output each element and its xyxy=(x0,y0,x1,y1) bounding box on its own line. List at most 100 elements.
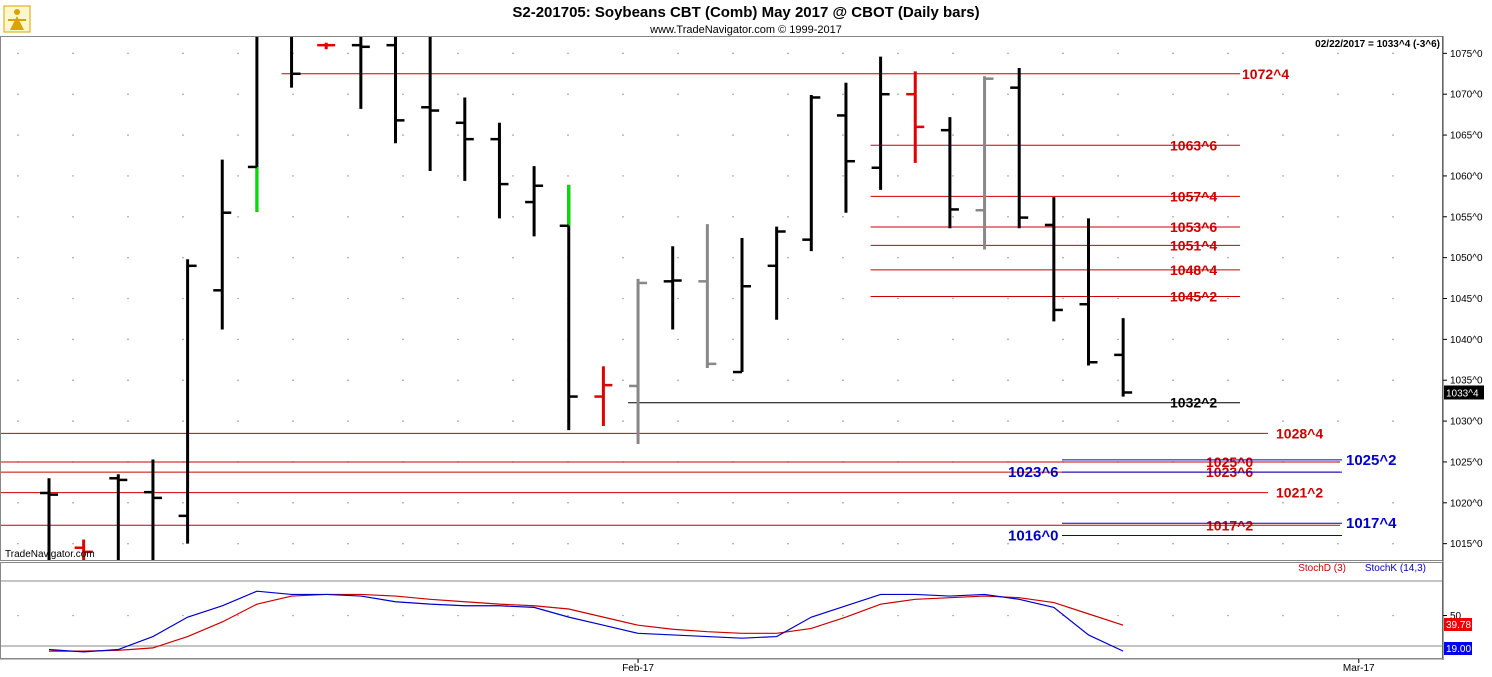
grid-dot xyxy=(1117,420,1119,422)
grid-dot xyxy=(127,420,129,422)
grid-dot xyxy=(17,134,19,136)
grid-dot xyxy=(732,614,734,617)
grid-dot xyxy=(17,175,19,177)
grid-dot xyxy=(1117,501,1119,504)
grid-dot xyxy=(237,215,239,218)
grid-dot xyxy=(1337,215,1339,218)
grid-dot xyxy=(457,614,459,617)
grid-dot xyxy=(787,52,789,55)
grid-dot xyxy=(127,134,129,136)
grid-dot xyxy=(677,297,679,300)
grid-dot xyxy=(897,614,899,617)
grid-dot xyxy=(1227,420,1229,422)
y-tick-label: 1055^0 xyxy=(1450,212,1483,223)
level-label: 1028^4 xyxy=(1276,425,1323,441)
level-label: 1053^6 xyxy=(1170,219,1217,235)
grid-dot xyxy=(292,614,294,617)
grid-dot xyxy=(127,501,129,504)
grid-dot xyxy=(1062,501,1064,504)
grid-dot xyxy=(897,379,899,382)
grid-dot xyxy=(182,338,184,341)
quote-readout: 02/22/2017 = 1033^4 (-3^6) xyxy=(1315,39,1440,50)
level-label: 1017^4 xyxy=(1346,515,1397,532)
grid-dot xyxy=(72,379,74,382)
y-tick-label: 1050^0 xyxy=(1450,253,1483,264)
grid-dot xyxy=(787,134,789,136)
grid-dot xyxy=(732,542,734,545)
grid-dot xyxy=(1282,134,1284,136)
grid-dot xyxy=(457,542,459,545)
ohlc-bar xyxy=(802,95,821,252)
grid-dot xyxy=(787,542,789,545)
grid-dot xyxy=(567,134,569,136)
y-tick-label: 1040^0 xyxy=(1450,335,1483,346)
grid-dot xyxy=(347,256,349,259)
series-stochk-line xyxy=(48,590,1124,653)
grid-dot xyxy=(347,338,349,341)
grid-dot xyxy=(787,501,789,504)
grid-dot xyxy=(1392,614,1394,617)
grid-dot xyxy=(567,52,569,55)
grid-dot xyxy=(897,52,899,55)
grid-dot xyxy=(237,614,239,617)
grid-dot xyxy=(1282,542,1284,545)
grid-dot xyxy=(1392,420,1394,422)
grid-dot xyxy=(952,338,954,341)
grid-dot xyxy=(1007,134,1009,136)
grid-dot xyxy=(1007,501,1009,504)
level-label: 1048^4 xyxy=(1170,262,1217,278)
grid-dot xyxy=(787,297,789,300)
grid-dot xyxy=(787,614,789,617)
grid-dot xyxy=(1172,256,1174,259)
grid-dot xyxy=(17,256,19,259)
y-tick-label: 1025^0 xyxy=(1450,457,1483,468)
grid-dot xyxy=(182,614,184,617)
grid-dot xyxy=(127,614,129,617)
grid-dot xyxy=(622,297,624,300)
grid-dot xyxy=(1227,134,1229,136)
grid-dot xyxy=(732,338,734,341)
grid-dot xyxy=(1227,256,1229,259)
grid-dot xyxy=(1172,338,1174,341)
grid-dot xyxy=(952,297,954,300)
grid-dot xyxy=(952,52,954,55)
grid-dot xyxy=(622,338,624,341)
ohlc-bar xyxy=(1114,318,1133,397)
grid-dot xyxy=(347,379,349,382)
grid-dot xyxy=(732,175,734,177)
watermark-text: TradeNavigator.com xyxy=(5,549,95,560)
grid-dot xyxy=(72,52,74,55)
price-panel-frame xyxy=(0,36,1443,561)
grid-dot xyxy=(402,256,404,259)
grid-dot xyxy=(732,52,734,55)
ohlc-bar xyxy=(74,539,93,560)
level-label: 1017^2 xyxy=(1206,517,1253,533)
grid-dot xyxy=(1337,420,1339,422)
grid-dot xyxy=(347,215,349,218)
grid-dot xyxy=(1007,93,1009,96)
grid-dot xyxy=(622,501,624,504)
last-price-label: 1033^4 xyxy=(1446,388,1479,399)
grid-dot xyxy=(237,542,239,545)
grid-dot xyxy=(732,256,734,259)
grid-dot xyxy=(567,501,569,504)
grid-dot xyxy=(182,542,184,545)
grid-dot xyxy=(897,256,899,259)
grid-dot xyxy=(952,93,954,96)
grid-dot xyxy=(1062,420,1064,422)
grid-dot xyxy=(1062,134,1064,136)
ohlc-bar xyxy=(733,238,751,374)
gold-figure-logo-icon xyxy=(3,5,31,33)
grid-dot xyxy=(622,134,624,136)
grid-dot xyxy=(622,420,624,422)
grid-dot xyxy=(1062,215,1064,218)
grid-dot xyxy=(127,256,129,259)
grid-dot xyxy=(1282,614,1284,617)
grid-dot xyxy=(17,501,19,504)
grid-dot xyxy=(732,501,734,504)
ohlc-bar xyxy=(836,82,855,213)
series-last-label: 19.00 xyxy=(1446,644,1471,655)
grid-dot xyxy=(842,52,844,55)
grid-dot xyxy=(1062,93,1064,96)
grid-dot xyxy=(842,93,844,96)
